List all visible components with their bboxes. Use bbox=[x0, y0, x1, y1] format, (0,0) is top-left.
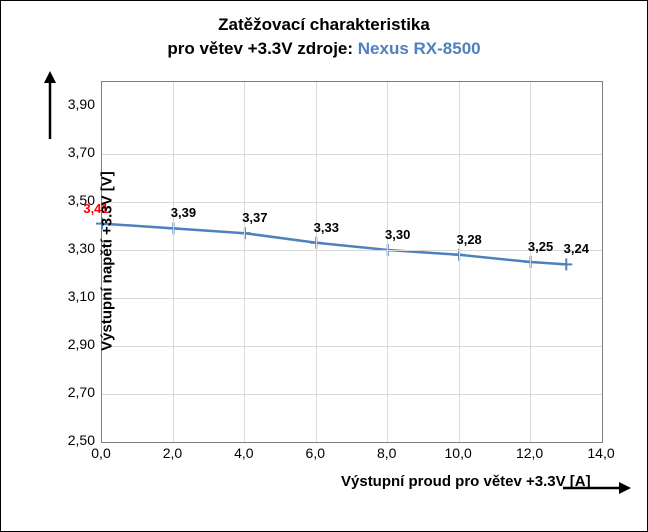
x-axis-arrow-icon bbox=[561, 479, 631, 497]
chart-title-line1: Zatěžovací charakteristika bbox=[1, 15, 647, 35]
y-tick-label: 2,70 bbox=[45, 384, 95, 400]
y-tick-label: 2,90 bbox=[45, 336, 95, 352]
x-tick-label: 2,0 bbox=[152, 445, 192, 461]
data-point-label: 3,30 bbox=[385, 227, 410, 242]
data-point-label: 3,24 bbox=[564, 241, 589, 256]
data-point-label: 3,28 bbox=[456, 232, 481, 247]
plot-area: 3,413,393,373,333,303,283,253,24 bbox=[101, 81, 603, 443]
data-point-label: 3,33 bbox=[314, 220, 339, 235]
gridline-v bbox=[387, 82, 388, 442]
x-tick-label: 10,0 bbox=[438, 445, 478, 461]
y-tick-label: 3,10 bbox=[45, 288, 95, 304]
y-axis-label: Výstupní napětí +3.3V [V] bbox=[98, 171, 115, 351]
gridline-v bbox=[459, 82, 460, 442]
x-tick-label: 4,0 bbox=[224, 445, 264, 461]
x-tick-label: 12,0 bbox=[510, 445, 550, 461]
gridline-h bbox=[102, 202, 602, 203]
y-tick-label: 3,30 bbox=[45, 240, 95, 256]
gridline-v bbox=[244, 82, 245, 442]
data-point-label: 3,39 bbox=[171, 205, 196, 220]
y-tick-label: 3,70 bbox=[45, 144, 95, 160]
chart-title-line2-a: pro větev +3.3V zdroje: bbox=[167, 39, 357, 58]
y-tick-label: 2,50 bbox=[45, 432, 95, 448]
gridline-v bbox=[173, 82, 174, 442]
gridline-h bbox=[102, 394, 602, 395]
gridline-h bbox=[102, 346, 602, 347]
chart-frame: Zatěžovací charakteristika pro větev +3.… bbox=[0, 0, 648, 532]
gridline-h bbox=[102, 154, 602, 155]
y-tick-label: 3,50 bbox=[45, 192, 95, 208]
gridline-h bbox=[102, 298, 602, 299]
data-series bbox=[102, 82, 602, 442]
gridline-v bbox=[316, 82, 317, 442]
chart-title-line2-b: Nexus RX-8500 bbox=[358, 39, 481, 58]
x-tick-label: 14,0 bbox=[581, 445, 621, 461]
x-tick-label: 8,0 bbox=[367, 445, 407, 461]
y-tick-label: 3,90 bbox=[45, 96, 95, 112]
gridline-v bbox=[530, 82, 531, 442]
chart-title-line2: pro větev +3.3V zdroje: Nexus RX-8500 bbox=[1, 39, 647, 59]
data-point-label: 3,25 bbox=[528, 239, 553, 254]
x-axis-label: Výstupní proud pro větev +3.3V [A] bbox=[341, 473, 591, 490]
x-tick-label: 6,0 bbox=[295, 445, 335, 461]
data-point-label: 3,37 bbox=[242, 210, 267, 225]
